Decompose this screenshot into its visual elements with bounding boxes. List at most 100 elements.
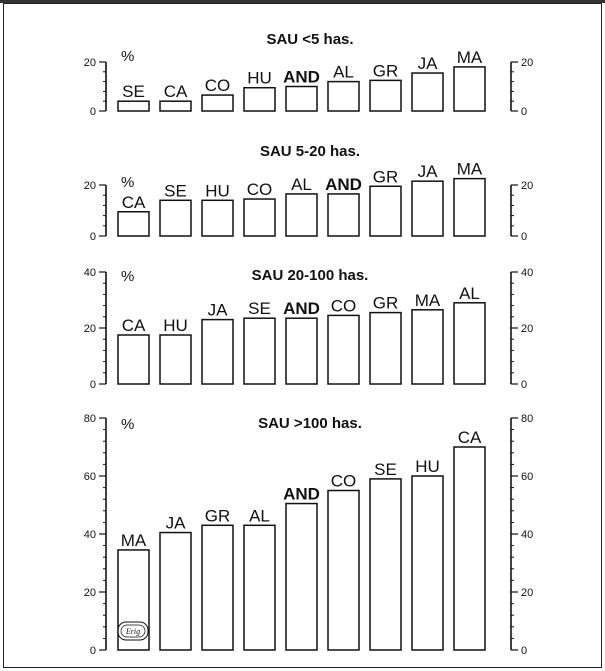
bar-label-ma: MA: [457, 48, 483, 67]
bar-gr: [369, 79, 402, 112]
bar-label-and: AND: [283, 299, 320, 318]
bar-label-hu: HU: [163, 316, 188, 335]
bar-ma: [117, 549, 150, 651]
bar-ca: [453, 446, 486, 651]
y-unit-label: %: [121, 268, 134, 285]
bar-label-ja: JA: [208, 301, 229, 320]
tick-label-left: 0: [90, 106, 96, 118]
bar-label-ja: JA: [166, 514, 187, 533]
bar-gr: [201, 524, 234, 651]
tick-label-right: 20: [521, 323, 533, 335]
bar-gr: [369, 311, 402, 385]
bar-se: [369, 478, 402, 651]
bar-se: [243, 317, 276, 385]
tick-label-left: 40: [84, 267, 96, 279]
bar-label-gr: GR: [373, 167, 399, 186]
tick-label-right: 20: [521, 57, 533, 69]
tick-label-left: 20: [84, 323, 96, 335]
chart-panel-4: SAU >100 has.% 0 0 20 20 40 40 60 60 80 80 MA JA GR AL…: [84, 413, 534, 657]
tick-label-right: 40: [521, 529, 533, 541]
tick-label-left: 20: [84, 180, 96, 192]
bar-label-hu: HU: [205, 181, 230, 200]
bar-ma: [453, 66, 486, 112]
bar-ma: [453, 177, 486, 237]
bar-gr: [369, 185, 402, 237]
bar-ja: [201, 318, 234, 385]
bar-label-ca: CA: [164, 82, 188, 101]
bar-label-ca: CA: [122, 316, 146, 335]
panel-title: SAU 5-20 has.: [260, 143, 360, 160]
bar-al: [285, 193, 318, 237]
tick-label-left: 60: [84, 471, 96, 483]
tick-label-right: 0: [521, 231, 527, 243]
bar-label-co: CO: [205, 76, 231, 95]
bar-label-gr: GR: [373, 294, 399, 313]
bar-al: [243, 524, 276, 651]
y-unit-label: %: [121, 174, 134, 191]
bar-hu: [159, 334, 192, 385]
bar-label-and: AND: [283, 68, 320, 87]
bar-label-ja: JA: [418, 54, 439, 73]
tick-label-right: 40: [521, 267, 533, 279]
bar-hu: [201, 199, 234, 237]
tick-label-right: 20: [521, 180, 533, 192]
stamp-logo: Erig: [117, 621, 149, 641]
bar-ca: [159, 100, 192, 112]
tick-label-left: 20: [84, 57, 96, 69]
bar-label-hu: HU: [415, 457, 440, 476]
bar-label-ca: CA: [122, 193, 146, 212]
bar-label-al: AL: [333, 63, 354, 82]
bar-label-ma: MA: [415, 291, 441, 310]
bar-label-ja: JA: [418, 162, 439, 181]
bar-co: [327, 489, 360, 651]
tick-label-right: 0: [521, 106, 527, 118]
tick-label-left: 0: [90, 379, 96, 391]
chart-panel-3: SAU 20-100 has.% 0 0 20 20 40 40 CA HU JA SE AND CO G…: [84, 267, 534, 391]
bar-co: [201, 94, 234, 112]
tick-label-right: 80: [521, 413, 533, 425]
bar-label-se: SE: [164, 181, 187, 200]
bar-co: [327, 314, 360, 385]
bar-and: [327, 193, 360, 237]
tick-label-right: 60: [521, 471, 533, 483]
panel-title: SAU <5 has.: [266, 31, 353, 48]
tick-label-right: 0: [521, 379, 527, 391]
bar-and: [285, 85, 318, 112]
bar-al: [453, 302, 486, 385]
bar-ja: [411, 180, 444, 237]
bar-hu: [411, 475, 444, 651]
bar-label-gr: GR: [205, 506, 231, 525]
tick-label-left: 20: [84, 587, 96, 599]
bar-label-hu: HU: [247, 69, 272, 88]
bar-label-se: SE: [248, 299, 271, 318]
bar-co: [243, 198, 276, 237]
bar-label-se: SE: [374, 460, 397, 479]
bar-and: [285, 502, 318, 651]
tick-label-left: 0: [90, 645, 96, 657]
tick-label-right: 20: [521, 587, 533, 599]
bar-label-co: CO: [247, 180, 273, 199]
outer-border: [3, 3, 602, 668]
bar-label-ma: MA: [121, 531, 147, 550]
chart-panel-1: SAU <5 has.% 0 0 20 20 SE CA CO HU AND AL GR JA MA: [84, 31, 534, 118]
tick-label-left: 80: [84, 413, 96, 425]
bar-label-gr: GR: [373, 61, 399, 80]
y-unit-label: %: [121, 416, 134, 433]
panel-title: SAU >100 has.: [258, 415, 362, 432]
bar-ca: [117, 334, 150, 385]
bar-se: [159, 199, 192, 237]
bar-se: [117, 100, 150, 112]
bar-label-al: AL: [249, 506, 270, 525]
bar-hu: [243, 86, 276, 112]
bar-label-ca: CA: [458, 428, 482, 447]
bar-ja: [411, 72, 444, 112]
tick-label-left: 0: [90, 231, 96, 243]
tick-label-right: 0: [521, 645, 527, 657]
top-dark-edge: [0, 0, 605, 3]
bar-ja: [159, 531, 192, 651]
bar-ma: [411, 309, 444, 385]
bar-al: [327, 80, 360, 112]
bar-label-ma: MA: [457, 160, 483, 179]
bar-label-co: CO: [331, 296, 357, 315]
